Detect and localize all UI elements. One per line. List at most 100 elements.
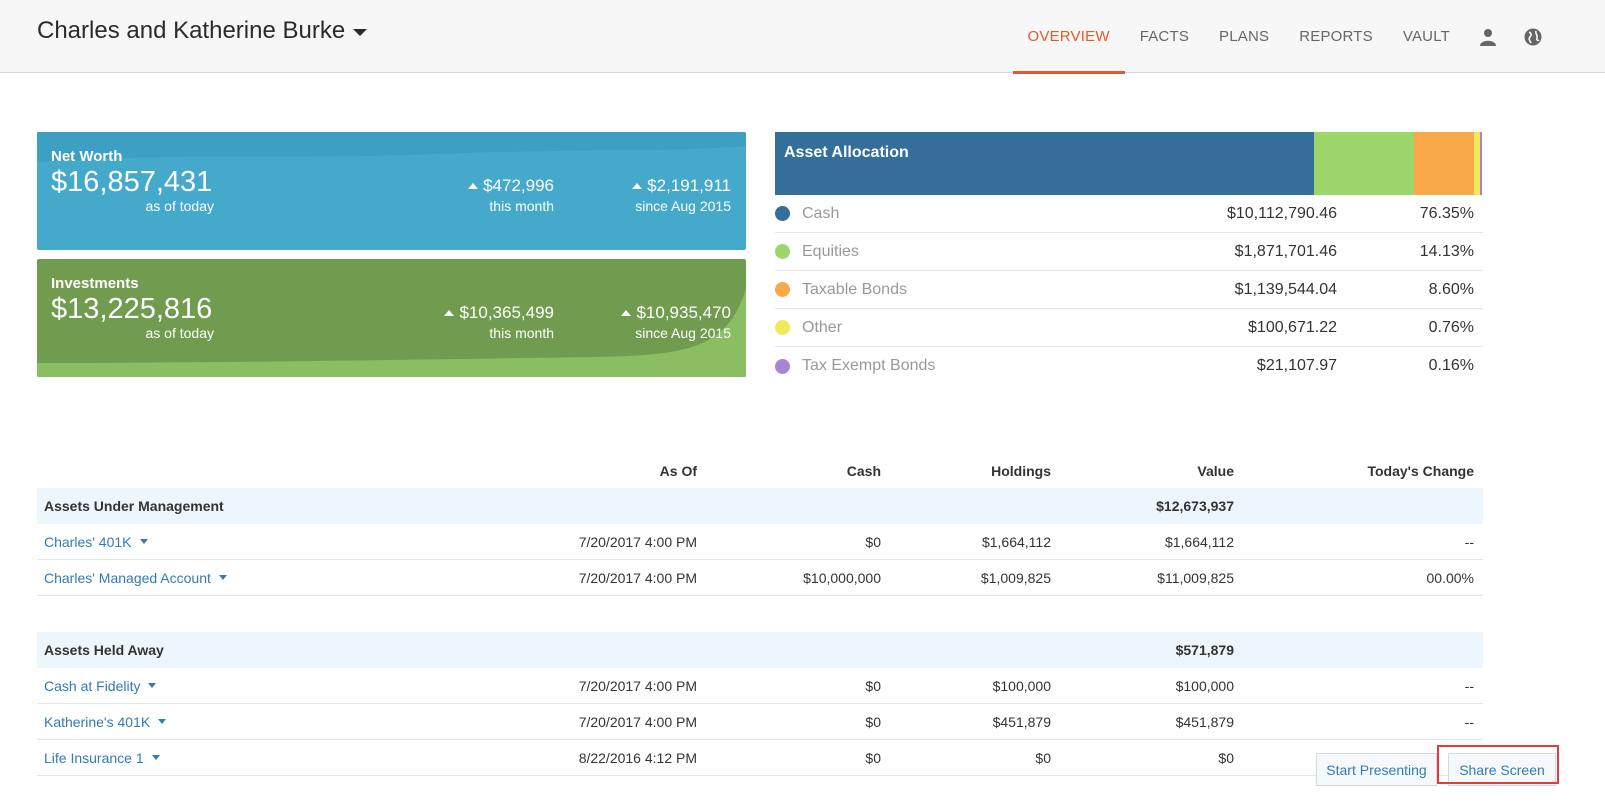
- user-icon[interactable]: [1465, 0, 1510, 73]
- top-header: Charles and Katherine Burke OVERVIEW FAC…: [0, 0, 1605, 74]
- arrow-up-icon: [444, 310, 455, 316]
- holdings-cell: $1,009,825: [980, 569, 1051, 586]
- month-change-value: $472,996: [483, 176, 554, 195]
- share-screen-button[interactable]: Share Screen: [1448, 753, 1556, 786]
- client-selector[interactable]: Charles and Katherine Burke: [37, 17, 368, 45]
- table-row[interactable]: Charles' 401K 7/20/2017 4:00 PM $0 $1,664,1…: [37, 524, 1483, 560]
- allocation-legend: Cash $10,112,790.46 76.35% Equities $1,871,7…: [775, 195, 1483, 385]
- account-link[interactable]: Life Insurance 1: [44, 750, 160, 766]
- allocation-segment-cash[interactable]: [775, 132, 1315, 195]
- legend-dot-icon: [775, 206, 790, 221]
- tab-facts[interactable]: FACTS: [1139, 28, 1190, 45]
- allocation-row[interactable]: Other $100,671.22 0.76%: [775, 309, 1483, 347]
- account-link[interactable]: Cash at Fidelity: [44, 677, 157, 694]
- header-value[interactable]: Value: [1197, 462, 1234, 479]
- caret-down-icon: [218, 575, 227, 580]
- net-worth-value: $16,857,431: [51, 166, 213, 198]
- value-cell: $0: [1218, 749, 1234, 766]
- since-change-value: $2,191,911: [647, 176, 731, 195]
- allocation-name: Equities: [802, 242, 859, 260]
- start-presenting-button[interactable]: Start Presenting: [1316, 753, 1437, 786]
- legend-dot-icon: [775, 282, 790, 297]
- account-link[interactable]: Charles' 401K: [44, 534, 148, 550]
- caret-down-icon: [158, 719, 167, 724]
- allocation-name: Taxable Bonds: [802, 280, 907, 298]
- group-total: $571,879: [1175, 642, 1234, 658]
- since-change: $2,191,911 since Aug 2015: [632, 176, 731, 214]
- value-cell: $100,000: [1175, 677, 1234, 694]
- table-header: As Of Cash Holdings Value Today's Change: [37, 453, 1483, 488]
- as-of-cell: 7/20/2017 4:00 PM: [578, 713, 697, 730]
- accounts-table: As Of Cash Holdings Value Today's Change…: [37, 453, 1483, 776]
- allocation-segment-taxable-bonds[interactable]: [1413, 132, 1475, 195]
- cash-cell: $0: [865, 749, 881, 766]
- client-name: Charles and Katherine Burke: [37, 17, 346, 44]
- header-cash[interactable]: Cash: [846, 462, 881, 479]
- net-worth-card[interactable]: Net Worth $16,857,431 as of today $472,9…: [37, 132, 746, 250]
- allocation-name: Cash: [802, 204, 840, 222]
- allocation-row[interactable]: Cash $10,112,790.46 76.35%: [775, 195, 1483, 233]
- tab-reports[interactable]: REPORTS: [1299, 28, 1373, 45]
- header-todays-change[interactable]: Today's Change: [1367, 462, 1474, 479]
- allocation-row[interactable]: Tax Exempt Bonds $21,107.97 0.16%: [775, 347, 1483, 385]
- arrow-up-icon: [468, 183, 479, 189]
- month-change-value: $10,365,499: [459, 303, 554, 322]
- month-change: $472,996 this month: [468, 176, 554, 214]
- account-name: Charles' Managed Account: [44, 569, 211, 586]
- allocation-row[interactable]: Taxable Bonds $1,139,544.04 8.60%: [775, 271, 1483, 309]
- allocation-segment-tax-exempt-bonds[interactable]: [1479, 132, 1482, 195]
- group-total: $12,673,937: [1156, 498, 1234, 514]
- allocation-amount: $10,112,790.46: [1226, 204, 1337, 222]
- table-row[interactable]: Life Insurance 1 8/22/2016 4:12 PM $0 $0 $0: [37, 740, 1483, 776]
- allocation-row[interactable]: Equities $1,871,701.46 14.13%: [775, 233, 1483, 271]
- allocation-segment-equities[interactable]: [1314, 132, 1414, 195]
- table-row[interactable]: Katherine's 401K 7/20/2017 4:00 PM $0 $451,…: [37, 704, 1483, 740]
- group-label: Assets Under Management: [44, 498, 224, 514]
- globe-icon[interactable]: [1510, 0, 1555, 73]
- account-link[interactable]: Katherine's 401K: [44, 713, 167, 730]
- holdings-cell: $1,664,112: [981, 533, 1051, 550]
- cash-cell: $0: [865, 533, 881, 550]
- change-cell: --: [1464, 533, 1474, 550]
- account-name: Katherine's 401K: [44, 713, 151, 730]
- investments-card[interactable]: Investments $13,225,816 as of today $10,…: [37, 259, 746, 377]
- allocation-percent: 0.76%: [1428, 318, 1474, 336]
- holdings-cell: $451,879: [992, 713, 1051, 730]
- table-row[interactable]: Cash at Fidelity 7/20/2017 4:00 PM $0 $100,…: [37, 668, 1483, 704]
- header-as-of[interactable]: As Of: [659, 462, 697, 479]
- legend-dot-icon: [775, 244, 790, 259]
- caret-down-icon: [353, 29, 368, 36]
- change-cell: --: [1464, 677, 1474, 694]
- account-name: Charles' 401K: [44, 533, 132, 550]
- since-change-value: $10,935,470: [636, 303, 731, 322]
- account-name: Life Insurance 1: [44, 749, 144, 766]
- cash-cell: $0: [865, 677, 881, 694]
- holdings-cell: $0: [1035, 749, 1051, 766]
- account-link[interactable]: Charles' Managed Account: [44, 570, 227, 586]
- month-change: $10,365,499 this month: [444, 303, 554, 341]
- account-name: Cash at Fidelity: [44, 677, 141, 694]
- tab-plans[interactable]: PLANS: [1219, 28, 1270, 45]
- group-row: Assets Held Away $571,879: [37, 632, 1483, 668]
- group-label: Assets Held Away: [44, 642, 164, 658]
- tab-vault[interactable]: VAULT: [1402, 28, 1450, 45]
- wave-decoration: [37, 132, 746, 162]
- tab-overview[interactable]: OVERVIEW: [1012, 0, 1125, 74]
- value-cell: $451,879: [1175, 713, 1234, 730]
- as-of-cell: 8/22/2016 4:12 PM: [578, 749, 697, 766]
- change-cell: --: [1464, 713, 1474, 730]
- as-of-label: as of today: [145, 198, 215, 214]
- month-label: this month: [489, 198, 554, 214]
- investments-value: $13,225,816: [51, 293, 213, 325]
- legend-dot-icon: [775, 320, 790, 335]
- main-nav: OVERVIEW FACTS PLANS REPORTS VAULT: [1012, 0, 1605, 74]
- allocation-percent: 8.60%: [1428, 280, 1474, 298]
- table-row[interactable]: Charles' Managed Account 7/20/2017 4:00 P…: [37, 560, 1483, 596]
- allocation-segment-other[interactable]: [1474, 132, 1480, 195]
- allocation-bar[interactable]: Asset Allocation: [775, 132, 1483, 195]
- as-of-label: as of today: [145, 325, 215, 341]
- header-holdings[interactable]: Holdings: [991, 462, 1051, 479]
- holdings-cell: $100,000: [992, 677, 1051, 694]
- value-cell: $1,664,112: [1164, 533, 1234, 550]
- cash-cell: $0: [865, 713, 881, 730]
